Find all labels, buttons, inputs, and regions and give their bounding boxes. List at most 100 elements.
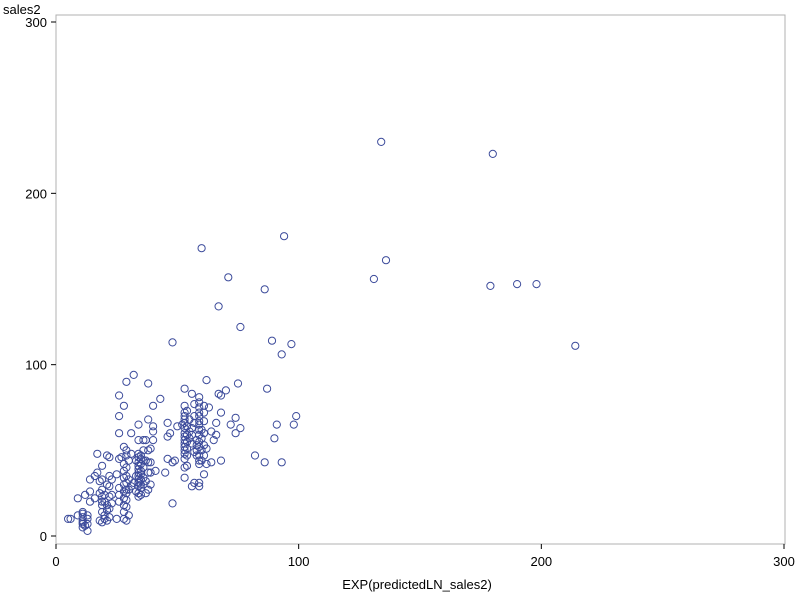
scatter-point [64, 514, 73, 524]
scatter-point [216, 456, 226, 465]
scatter-point [513, 280, 522, 289]
scatter-point [83, 514, 92, 524]
scatter-point [236, 322, 245, 332]
scatter-point [292, 412, 301, 421]
scatter-point [102, 480, 112, 489]
scatter-point [212, 430, 221, 439]
scatter-point [182, 406, 192, 415]
scatter-point [156, 394, 165, 403]
scatter-point [168, 338, 177, 347]
scatter-point [216, 391, 226, 400]
scatter-point [199, 470, 209, 479]
scatter-point [151, 466, 160, 475]
data-points [64, 137, 580, 536]
scatter-point [144, 458, 153, 467]
scatter-point [107, 475, 116, 484]
scatter-point [187, 389, 196, 398]
scatter-point [202, 444, 211, 453]
scatter-point [115, 454, 124, 463]
scatter-point [102, 451, 112, 460]
scatter-point [289, 420, 298, 429]
scatter-point [214, 389, 223, 398]
scatter-point [134, 420, 143, 429]
scatter-point [197, 446, 206, 455]
scatter-point [195, 408, 204, 417]
scatter-point [168, 458, 177, 467]
scatter-point [98, 461, 107, 470]
scatter-point [381, 256, 391, 265]
scatter-point [287, 340, 296, 349]
scatter-point [115, 429, 124, 438]
scatter-point [136, 454, 145, 463]
scatter-point [488, 149, 497, 158]
scatter-point [233, 379, 243, 388]
scatter-point [105, 504, 114, 513]
scatter-point [124, 511, 133, 520]
scatter-point [202, 459, 211, 469]
x-tick-label: 300 [773, 554, 795, 569]
plot-area [55, 14, 786, 545]
scatter-point [100, 514, 109, 524]
scatter-point [93, 449, 102, 458]
scatter-point [95, 477, 104, 486]
scatter-point [93, 468, 102, 477]
scatter-point [98, 475, 107, 484]
scatter-point [168, 499, 177, 508]
scatter-point [127, 429, 136, 438]
scatter-point [112, 470, 121, 479]
scatter-point [199, 417, 209, 426]
scatter-point [231, 429, 240, 438]
y-tick-label: 200 [25, 186, 47, 201]
scatter-point [250, 451, 260, 460]
scatter-point [486, 281, 495, 290]
scatter-point [212, 418, 221, 427]
scatter-point [149, 422, 158, 431]
scatter-point [195, 482, 204, 491]
scatter-point [163, 418, 172, 427]
scatter-point [195, 417, 204, 426]
scatter-point [122, 377, 131, 386]
scatter-point [144, 485, 153, 494]
scatter-point [195, 456, 204, 465]
x-tick-label: 200 [530, 554, 552, 569]
scatter-point [115, 412, 124, 421]
y-axis-label: sales2 [3, 2, 41, 17]
scatter-point [149, 427, 158, 436]
scatter-point [216, 408, 226, 417]
scatter-point [195, 478, 204, 487]
scatter-point [146, 444, 155, 453]
scatter-point [571, 341, 580, 350]
scatter-point [221, 386, 230, 395]
x-tick-label: 100 [288, 554, 310, 569]
scatter-point [119, 401, 129, 410]
scatter-point [136, 475, 145, 484]
scatter-point [115, 391, 124, 400]
scatter-point [134, 492, 143, 501]
x-tick-label: 0 [52, 554, 59, 569]
x-axis-label: EXP(predictedLN_sales2) [342, 577, 492, 592]
scatter-point [173, 422, 182, 431]
scatter-point [207, 458, 216, 467]
scatter-point [532, 280, 541, 289]
scatter-point [202, 376, 211, 385]
scatter-point [180, 384, 189, 393]
scatter-point [270, 434, 279, 443]
scatter-point [98, 485, 107, 494]
scatter-point [166, 429, 175, 438]
scatter-point [146, 468, 155, 477]
scatter-point [277, 350, 286, 359]
scatter-point [195, 393, 204, 402]
scatter-point [280, 232, 289, 241]
scatter-point [144, 446, 153, 455]
scatter-point [195, 451, 204, 460]
scatter-point [73, 494, 82, 503]
scatter-point [260, 285, 269, 294]
scatter-point [161, 468, 170, 477]
scatter-point [180, 473, 189, 482]
scatter-point [236, 424, 245, 433]
scatter-point [180, 401, 189, 410]
y-axis-ticks: 0 100 200 300 [25, 15, 56, 544]
scatter-point [272, 420, 281, 429]
scatter-point [260, 458, 269, 467]
